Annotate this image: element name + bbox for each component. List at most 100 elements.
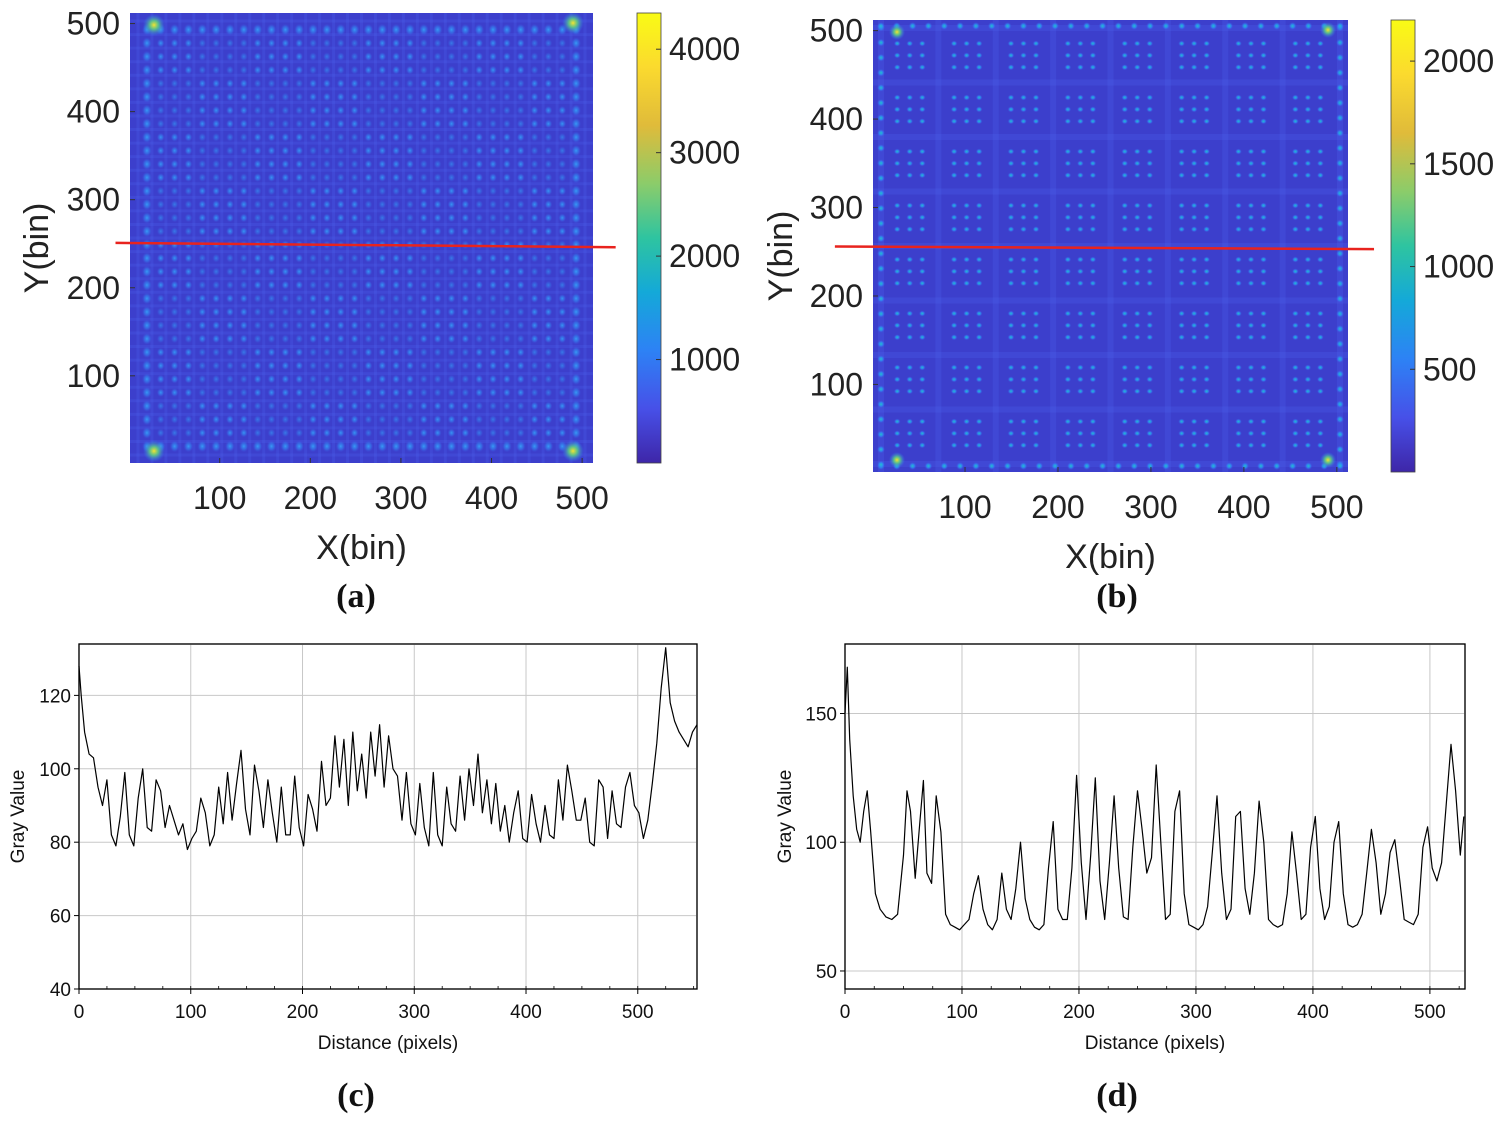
panel-label-c: (c) xyxy=(337,1077,375,1114)
spot xyxy=(322,414,331,424)
spot xyxy=(184,213,193,223)
spot xyxy=(1316,376,1324,383)
spot xyxy=(1089,160,1097,167)
spot xyxy=(1089,118,1097,125)
spot xyxy=(1089,202,1097,209)
x-axis-label: Distance (pixels) xyxy=(1085,1033,1225,1054)
spot xyxy=(170,213,179,223)
spot xyxy=(392,78,401,88)
spot xyxy=(558,146,567,156)
spot xyxy=(378,253,387,263)
spot xyxy=(225,307,234,317)
spot xyxy=(1247,418,1255,425)
spot xyxy=(1064,64,1072,71)
spot xyxy=(1007,214,1015,221)
spot xyxy=(893,256,901,263)
x-tick-label: 100 xyxy=(193,480,246,516)
spot xyxy=(392,334,401,344)
spot xyxy=(212,213,221,223)
spot xyxy=(1291,430,1299,437)
spot xyxy=(1133,442,1141,449)
edge-spot xyxy=(877,68,885,77)
spot xyxy=(558,173,567,183)
spot xyxy=(225,186,234,196)
spot xyxy=(571,265,582,278)
spot xyxy=(1247,388,1255,395)
spot xyxy=(1020,388,1027,395)
spot xyxy=(1291,40,1299,47)
y-tick-label: 300 xyxy=(67,182,120,218)
spot xyxy=(1146,172,1154,179)
colorbar-tick-label: 2000 xyxy=(1423,43,1494,79)
spot xyxy=(950,118,958,125)
spot xyxy=(364,146,373,156)
spot xyxy=(309,132,318,142)
spot xyxy=(460,440,471,453)
spot xyxy=(141,373,152,386)
edge-spot xyxy=(1336,309,1344,318)
spot xyxy=(224,440,235,453)
spot xyxy=(419,213,428,223)
spot xyxy=(906,442,914,449)
spot xyxy=(1247,268,1255,275)
spot xyxy=(405,186,414,196)
spot xyxy=(516,199,525,209)
spot xyxy=(1178,418,1185,425)
spot xyxy=(1291,64,1299,71)
spot xyxy=(184,293,193,303)
spot xyxy=(975,106,983,113)
spot xyxy=(558,132,567,142)
spot xyxy=(1190,322,1198,329)
spot xyxy=(281,226,290,236)
spot xyxy=(516,132,525,142)
spot xyxy=(309,146,318,156)
spot xyxy=(1133,334,1141,341)
colorbar-tick-label: 1000 xyxy=(669,342,740,378)
spot xyxy=(364,213,373,223)
spot xyxy=(405,293,414,303)
spot xyxy=(475,428,484,438)
spot xyxy=(1064,52,1072,59)
edge-spot xyxy=(1066,462,1075,470)
corner-spot xyxy=(143,440,165,462)
spot xyxy=(433,280,442,290)
spot xyxy=(239,320,248,330)
spot xyxy=(502,293,511,303)
spot xyxy=(475,186,484,196)
spot xyxy=(1032,40,1040,47)
edge-spot xyxy=(877,370,885,379)
spot xyxy=(1178,334,1185,341)
spot xyxy=(295,52,304,62)
spot xyxy=(1007,430,1015,437)
spot xyxy=(156,105,165,115)
spot xyxy=(253,132,262,142)
y-tick-label: 500 xyxy=(810,13,863,49)
spot xyxy=(281,65,290,75)
spot xyxy=(1089,388,1097,395)
spot xyxy=(1032,160,1040,167)
spot xyxy=(364,38,373,48)
spot xyxy=(558,307,567,317)
spot xyxy=(1178,148,1185,155)
spot xyxy=(336,38,345,48)
spot xyxy=(141,238,152,251)
spot xyxy=(502,374,511,384)
spot xyxy=(1007,334,1015,341)
spot xyxy=(267,374,276,384)
edge-spot xyxy=(1098,462,1107,470)
spot xyxy=(198,186,207,196)
spot xyxy=(1203,442,1211,449)
spot xyxy=(963,172,971,179)
spot xyxy=(906,364,914,371)
spot xyxy=(156,146,165,156)
spot xyxy=(975,226,983,233)
spot xyxy=(1316,256,1324,263)
spot xyxy=(950,52,958,59)
edge-spot xyxy=(1177,462,1186,470)
spot xyxy=(1133,430,1141,437)
spot xyxy=(1020,40,1027,47)
spot xyxy=(963,322,971,329)
spot xyxy=(239,146,248,156)
spot xyxy=(253,307,262,317)
spot xyxy=(1203,172,1211,179)
